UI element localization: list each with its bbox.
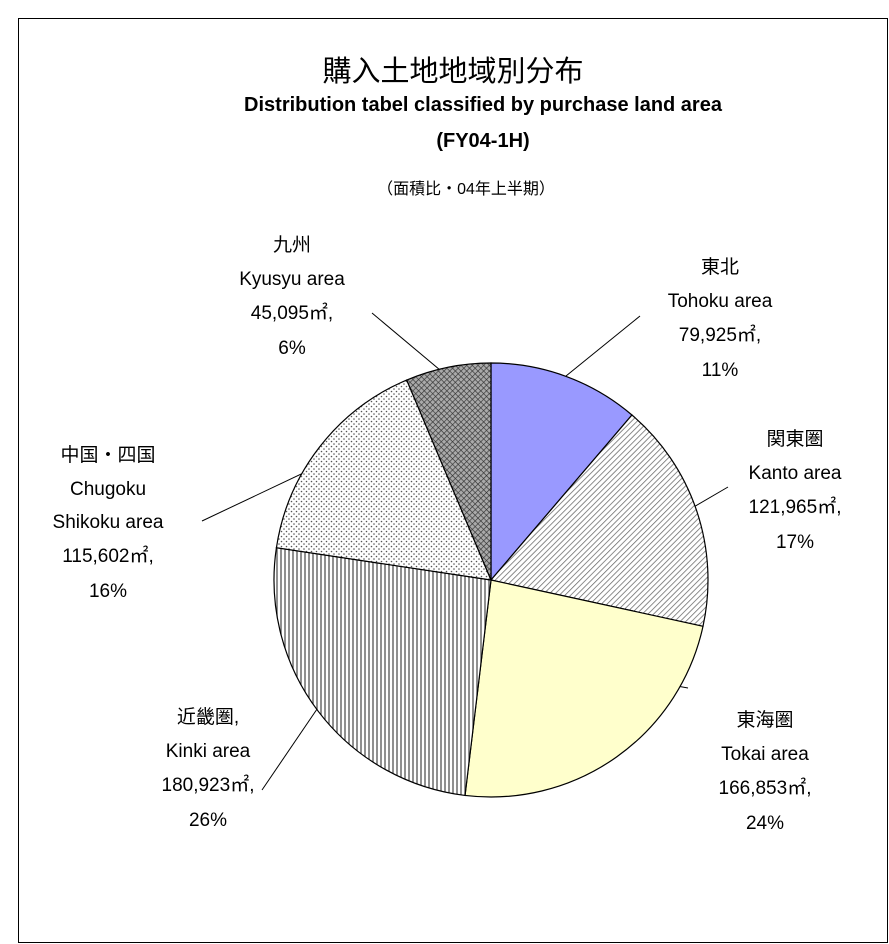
percent-label: 17% <box>775 532 815 553</box>
percent-label: 16% <box>88 581 128 602</box>
percent-label: 24% <box>745 813 785 834</box>
percent-label: 11% <box>701 360 739 381</box>
percent-label: 6% <box>278 338 306 359</box>
value-label: 45,095㎡, <box>250 303 334 324</box>
label-ja: 東北 <box>700 257 740 278</box>
percent-label: 26% <box>188 810 228 831</box>
chart-title: 購入土地地域別分布 <box>322 56 584 88</box>
slice <box>273 547 492 797</box>
value-label: 166,853㎡, <box>718 778 812 799</box>
slice-label: 東北 Tohoku area 79,925㎡, 11% <box>668 250 773 388</box>
slice <box>464 579 704 798</box>
label-ja: 中国・四国 <box>60 445 156 466</box>
label-en: Kyusyu area <box>239 269 345 290</box>
slice <box>489 414 709 627</box>
value-label: 121,965㎡, <box>748 497 842 518</box>
label-en: Kanto area <box>748 463 842 484</box>
slice-label: 関東圏 Kanto area 121,965㎡, 17% <box>749 422 842 560</box>
leader-line <box>371 312 441 371</box>
slice-label: 中国・四国 Chugoku Shikoku area 115,602㎡, 16% <box>53 438 164 609</box>
value-label: 79,925㎡, <box>678 325 762 346</box>
label-en: Chugoku Shikoku area <box>52 479 164 533</box>
value-label: 115,602㎡, <box>62 546 154 567</box>
slice-label: 近畿圏, Kinki area 180,923㎡, 26% <box>162 700 255 838</box>
label-ja: 関東圏 <box>766 429 824 450</box>
frame <box>18 18 888 943</box>
note: （面積比・04年上半期） <box>377 181 555 198</box>
slice-label: 九州 Kyusyu area 45,095㎡, 6% <box>239 228 345 366</box>
label-en: Kinki area <box>165 741 251 762</box>
label-ja: 近畿圏, <box>176 707 240 728</box>
chart-subtitle: Distribution tabel classified by purchas… <box>244 94 722 116</box>
slice-label: 東海圏 Tokai area 166,853㎡, 24% <box>719 703 812 841</box>
leader-line <box>565 315 641 377</box>
slice <box>405 362 492 581</box>
label-en: Tokai area <box>721 744 809 765</box>
period: (FY04-1H) <box>436 130 530 152</box>
label-ja: 九州 <box>272 235 311 256</box>
pie <box>273 362 709 798</box>
value-label: 180,923㎡, <box>161 775 255 796</box>
label-en: Tohoku area <box>667 291 773 312</box>
slice <box>275 379 492 581</box>
slice <box>490 362 633 582</box>
label-ja: 東海圏 <box>736 710 794 731</box>
